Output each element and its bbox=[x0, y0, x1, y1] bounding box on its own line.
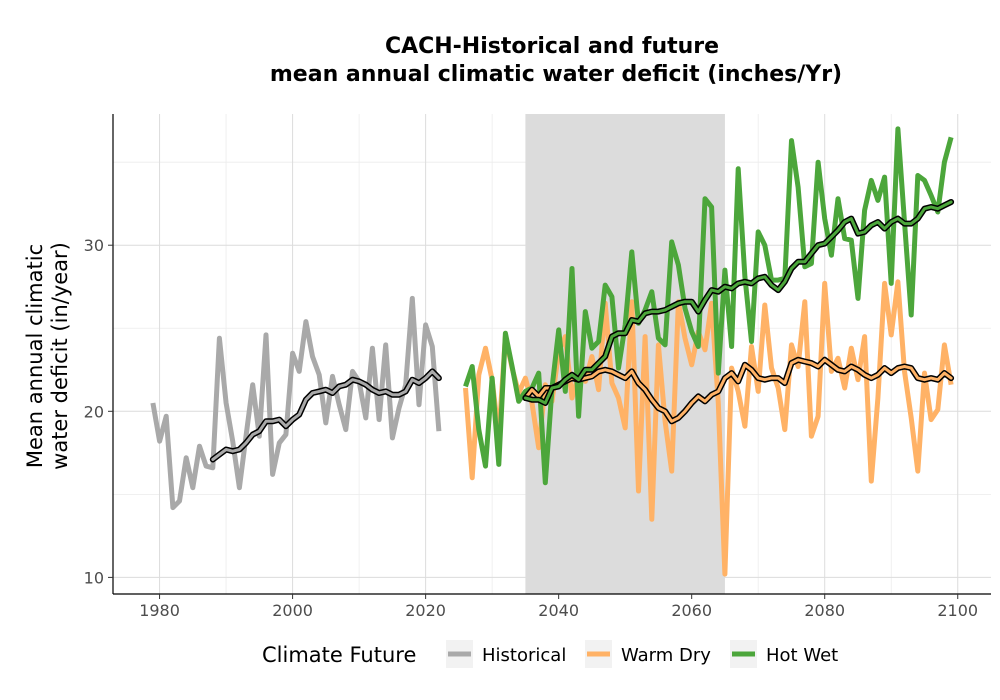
x-tick-label: 2100 bbox=[937, 601, 978, 620]
legend: Climate Future Historical Warm Dry Hot Wet bbox=[262, 640, 838, 668]
legend-title: Climate Future bbox=[262, 643, 416, 667]
x-tick-label: 2000 bbox=[272, 601, 313, 620]
smoothed-core bbox=[211, 369, 441, 461]
x-tick-label: 2040 bbox=[538, 601, 579, 620]
series-line-historical bbox=[150, 295, 442, 511]
legend-label: Warm Dry bbox=[621, 645, 711, 666]
axes bbox=[108, 114, 991, 599]
legend-item-warm-dry: Warm Dry bbox=[585, 640, 711, 668]
y-tick-label: 30 bbox=[84, 236, 104, 255]
x-tick-label: 2080 bbox=[804, 601, 845, 620]
y-tick-label: 20 bbox=[84, 402, 104, 421]
smoothed-core bbox=[523, 200, 953, 405]
smoothed-line-historical bbox=[209, 368, 442, 463]
series-layer bbox=[150, 126, 955, 577]
x-tick-label: 2020 bbox=[405, 601, 446, 620]
x-tick-label: 1980 bbox=[139, 601, 180, 620]
legend-item-hot-wet: Hot Wet bbox=[730, 640, 838, 668]
y-tick-label: 10 bbox=[84, 568, 104, 587]
legend-label: Hot Wet bbox=[766, 645, 838, 666]
chart-title-line-1: CACH-Historical and future bbox=[385, 34, 719, 59]
y-axis-title-line-2: water deficit (in/year) bbox=[48, 242, 72, 470]
tick-labels: 1980 2000 2020 2040 2060 2080 2100 10 20 30 bbox=[84, 236, 978, 620]
smoothed-line-warm-dry bbox=[522, 356, 955, 425]
legend-item-historical: Historical bbox=[446, 640, 566, 668]
series-line-hot-wet bbox=[463, 126, 954, 486]
smoothed-line-hot-wet bbox=[522, 199, 955, 406]
smoothed-core bbox=[523, 358, 953, 423]
x-tick-label: 2060 bbox=[671, 601, 712, 620]
chart-title-line-2: mean annual climatic water deficit (inch… bbox=[270, 62, 842, 87]
legend-label: Historical bbox=[482, 645, 566, 666]
y-axis-title-line-1: Mean annual climatic bbox=[23, 244, 47, 468]
